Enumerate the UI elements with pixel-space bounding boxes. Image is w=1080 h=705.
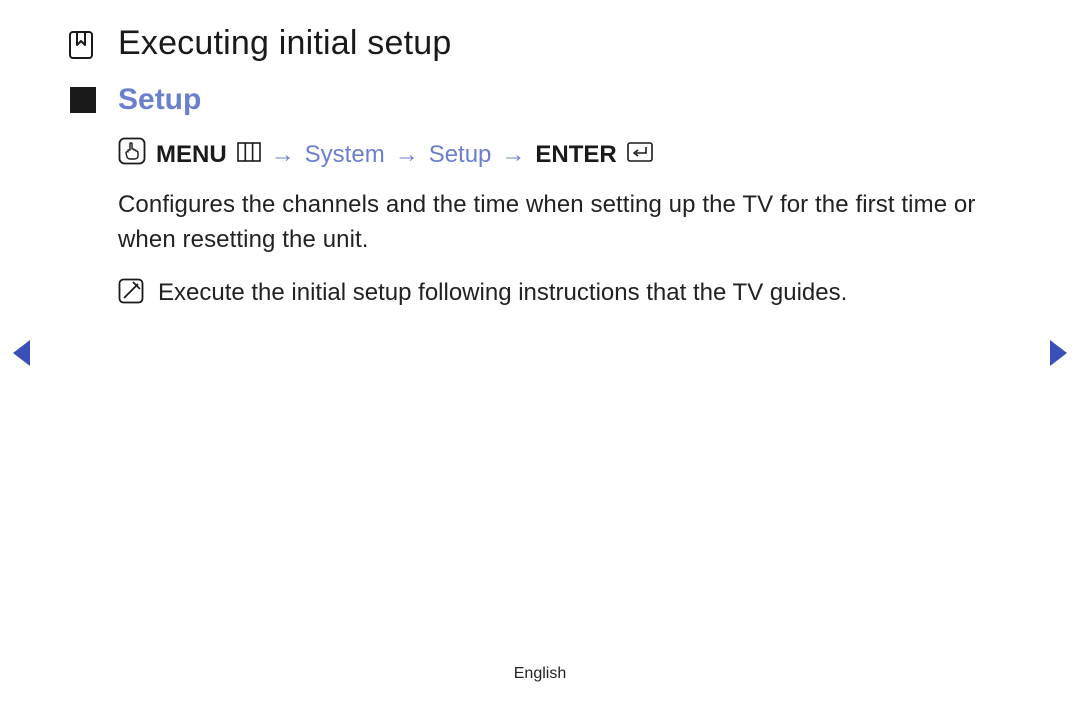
- note-text: Execute the initial setup following inst…: [158, 276, 847, 311]
- body-paragraph: Configures the channels and the time whe…: [118, 188, 1028, 258]
- arrow-separator: →: [271, 141, 295, 169]
- menu-label: MENU: [156, 141, 227, 169]
- page-title: Executing initial setup: [118, 24, 451, 63]
- note-icon: [118, 278, 144, 315]
- content-area: Executing initial setup Setup MENU: [68, 24, 1028, 314]
- arrow-separator: →: [395, 141, 419, 169]
- indented-block: MENU → System → Setup → ENTER: [118, 137, 1028, 314]
- square-bullet-icon: [70, 87, 96, 113]
- enter-key-icon: [627, 141, 653, 169]
- hand-pointer-icon: [118, 137, 146, 172]
- bookmark-icon: [68, 30, 96, 65]
- prev-page-button[interactable]: [10, 338, 32, 373]
- menu-grid-icon: [237, 141, 261, 169]
- title-row: Executing initial setup: [68, 24, 1028, 65]
- next-page-button[interactable]: [1048, 338, 1070, 373]
- path-system: System: [305, 141, 385, 169]
- section-heading: Setup: [118, 83, 201, 117]
- enter-label: ENTER: [535, 141, 616, 169]
- footer-language: English: [0, 665, 1080, 683]
- arrow-separator: →: [501, 141, 525, 169]
- section-row: Setup: [70, 83, 1028, 117]
- note-row: Execute the initial setup following inst…: [118, 276, 1028, 315]
- path-setup: Setup: [429, 141, 492, 169]
- menu-path: MENU → System → Setup → ENTER: [118, 137, 1028, 172]
- manual-page: Executing initial setup Setup MENU: [0, 0, 1080, 705]
